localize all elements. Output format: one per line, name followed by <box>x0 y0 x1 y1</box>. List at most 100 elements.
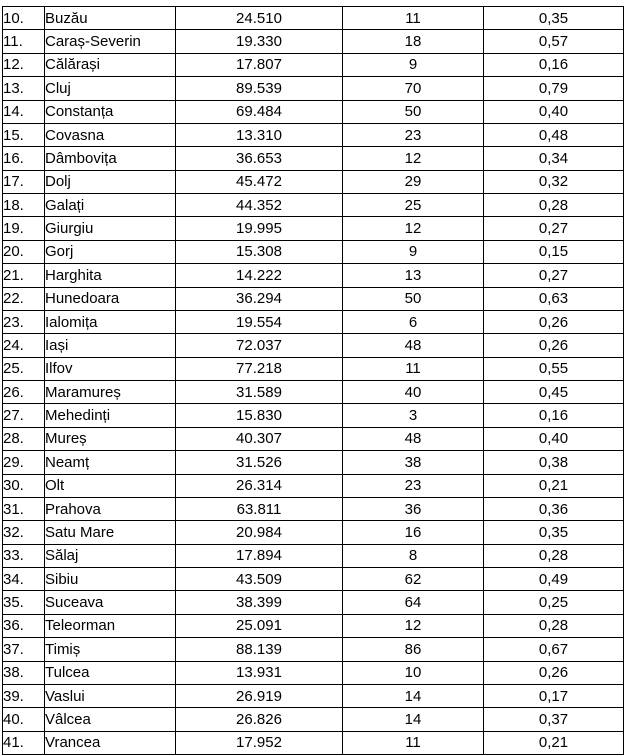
value-cell-1: 36.294 <box>175 286 343 311</box>
value-cell-1: 31.589 <box>175 379 343 405</box>
value-cell-3: 0,67 <box>483 637 624 662</box>
county-name-cell: Vâlcea <box>44 707 176 732</box>
row-number-cell: 30. <box>2 473 45 498</box>
value-cell-3: 0,79 <box>483 76 624 101</box>
county-name-cell: Sibiu <box>44 566 176 592</box>
county-name-cell: Vrancea <box>44 730 176 756</box>
row-number-cell: 10. <box>2 5 45 31</box>
county-name-cell: Timiș <box>44 637 176 662</box>
value-cell-1: 45.472 <box>175 169 343 195</box>
row-number-cell: 19. <box>2 216 45 241</box>
value-cell-2: 14 <box>342 707 484 732</box>
row-number-cell: 12. <box>2 52 45 78</box>
value-cell-3: 0,25 <box>483 590 624 615</box>
value-cell-3: 0,16 <box>483 52 624 78</box>
table-row: 35. Suceava 38.399 64 0,25 <box>2 590 624 615</box>
value-cell-2: 14 <box>342 683 484 709</box>
value-cell-2: 18 <box>342 29 484 54</box>
county-name-cell: Mureș <box>44 426 176 452</box>
value-cell-2: 25 <box>342 192 484 218</box>
table-body: 10. Buzău 24.510 11 0,35 11. Caraș-Sever… <box>2 5 624 756</box>
value-cell-2: 11 <box>342 730 484 756</box>
value-cell-1: 26.919 <box>175 683 343 709</box>
value-cell-1: 15.830 <box>175 403 343 428</box>
value-cell-1: 43.509 <box>175 566 343 592</box>
county-name-cell: Satu Mare <box>44 520 176 545</box>
value-cell-3: 0,26 <box>483 333 624 358</box>
value-cell-3: 0,27 <box>483 216 624 241</box>
value-cell-2: 6 <box>342 309 484 335</box>
table-row: 29. Neamț 31.526 38 0,38 <box>2 450 624 475</box>
county-name-cell: Dâmbovița <box>44 146 176 171</box>
value-cell-1: 31.526 <box>175 450 343 475</box>
county-name-cell: Gorj <box>44 239 176 265</box>
value-cell-2: 40 <box>342 379 484 405</box>
value-cell-3: 0,21 <box>483 730 624 756</box>
county-name-cell: Tulcea <box>44 660 176 685</box>
county-name-cell: Giurgiu <box>44 216 176 241</box>
county-name-cell: Caraș-Severin <box>44 29 176 54</box>
table-row: 15. Covasna 13.310 23 0,48 <box>2 122 624 148</box>
value-cell-3: 0,36 <box>483 496 624 522</box>
county-name-cell: Covasna <box>44 122 176 148</box>
row-number-cell: 15. <box>2 122 45 148</box>
value-cell-3: 0,40 <box>483 99 624 124</box>
value-cell-3: 0,63 <box>483 286 624 311</box>
value-cell-1: 19.330 <box>175 29 343 54</box>
value-cell-2: 50 <box>342 286 484 311</box>
row-number-cell: 33. <box>2 543 45 569</box>
row-number-cell: 41. <box>2 730 45 756</box>
table-row: 18. Galați 44.352 25 0,28 <box>2 192 624 218</box>
table-row: 33. Sălaj 17.894 8 0,28 <box>2 543 624 569</box>
value-cell-2: 62 <box>342 566 484 592</box>
value-cell-1: 14.222 <box>175 263 343 288</box>
county-name-cell: Constanța <box>44 99 176 124</box>
value-cell-3: 0,21 <box>483 473 624 498</box>
table-row: 38. Tulcea 13.931 10 0,26 <box>2 660 624 685</box>
table-row: 12. Călărași 17.807 9 0,16 <box>2 52 624 78</box>
table-row: 25. Ilfov 77.218 11 0,55 <box>2 356 624 382</box>
value-cell-1: 63.811 <box>175 496 343 522</box>
table-row: 23. Ialomița 19.554 6 0,26 <box>2 309 624 335</box>
value-cell-3: 0,17 <box>483 683 624 709</box>
value-cell-2: 9 <box>342 239 484 265</box>
value-cell-3: 0,26 <box>483 309 624 335</box>
value-cell-3: 0,45 <box>483 379 624 405</box>
row-number-cell: 27. <box>2 403 45 428</box>
table-row: 30. Olt 26.314 23 0,21 <box>2 473 624 498</box>
county-name-cell: Galați <box>44 192 176 218</box>
table-row: 41. Vrancea 17.952 11 0,21 <box>2 730 624 756</box>
value-cell-3: 0,16 <box>483 403 624 428</box>
value-cell-3: 0,35 <box>483 520 624 545</box>
value-cell-1: 88.139 <box>175 637 343 662</box>
row-number-cell: 23. <box>2 309 45 335</box>
value-cell-1: 19.995 <box>175 216 343 241</box>
row-number-cell: 40. <box>2 707 45 732</box>
row-number-cell: 20. <box>2 239 45 265</box>
value-cell-2: 11 <box>342 5 484 31</box>
value-cell-1: 77.218 <box>175 356 343 382</box>
value-cell-3: 0,57 <box>483 29 624 54</box>
county-name-cell: Maramureș <box>44 379 176 405</box>
row-number-cell: 11. <box>2 29 45 54</box>
row-number-cell: 26. <box>2 379 45 405</box>
value-cell-1: 89.539 <box>175 76 343 101</box>
value-cell-3: 0,34 <box>483 146 624 171</box>
table-row: 32. Satu Mare 20.984 16 0,35 <box>2 520 624 545</box>
table-row: 22. Hunedoara 36.294 50 0,63 <box>2 286 624 311</box>
row-number-cell: 22. <box>2 286 45 311</box>
value-cell-2: 64 <box>342 590 484 615</box>
row-number-cell: 38. <box>2 660 45 685</box>
table-row: 27. Mehedinți 15.830 3 0,16 <box>2 403 624 428</box>
row-number-cell: 21. <box>2 263 45 288</box>
table-row: 39. Vaslui 26.919 14 0,17 <box>2 683 624 709</box>
value-cell-2: 38 <box>342 450 484 475</box>
table-row: 10. Buzău 24.510 11 0,35 <box>2 5 624 31</box>
value-cell-3: 0,26 <box>483 660 624 685</box>
row-number-cell: 16. <box>2 146 45 171</box>
table-row: 14. Constanța 69.484 50 0,40 <box>2 99 624 124</box>
county-name-cell: Ialomița <box>44 309 176 335</box>
county-name-cell: Mehedinți <box>44 403 176 428</box>
value-cell-1: 36.653 <box>175 146 343 171</box>
table-row: 21. Harghita 14.222 13 0,27 <box>2 263 624 288</box>
